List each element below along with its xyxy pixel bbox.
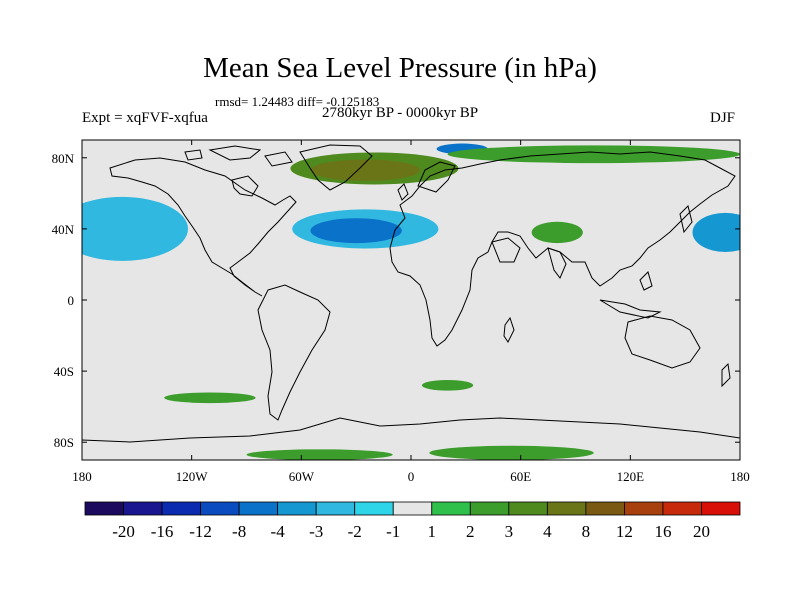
colorbar-swatch	[624, 501, 664, 516]
colorbar-swatch	[701, 501, 741, 516]
colorbar: -20 -16 -12 -8 -4 -3 -2 -1 1 2 3 4 8 12 16 20	[84, 501, 741, 541]
colorbar-label: 2	[466, 522, 475, 541]
southern-ocean-positive-2	[421, 380, 474, 391]
coast-new-zealand	[721, 362, 731, 388]
coast-british-isles	[397, 183, 409, 201]
coast-australia	[624, 315, 701, 369]
colorbar-label: 4	[543, 522, 552, 541]
colorbar-swatch	[546, 501, 587, 516]
x-tick-label: 120W	[176, 469, 209, 484]
colorbar-label: 12	[616, 522, 633, 541]
colorbar-label: -1	[386, 522, 400, 541]
central-asia-positive	[531, 221, 583, 244]
north-pacific-low-anomaly-edge	[82, 196, 188, 261]
colorbar-swatch	[84, 501, 124, 516]
colorbar-label: 16	[654, 522, 671, 541]
colorbar-swatch	[315, 501, 356, 516]
coast-india	[547, 247, 567, 279]
colorbar-label: -2	[348, 522, 362, 541]
coast-greenland	[299, 144, 373, 191]
coast-madagascar	[503, 316, 515, 343]
colorbar-swatch	[392, 501, 433, 516]
colorbar-swatch	[123, 501, 163, 516]
antarctic-positive-1	[246, 449, 393, 460]
colorbar-swatch	[200, 501, 240, 516]
colorbar-label: 1	[428, 522, 437, 541]
x-tick-label: 120E	[617, 469, 645, 484]
x-tick-label: 180	[72, 469, 92, 484]
coast-japan	[679, 205, 693, 234]
colorbar-swatch	[585, 501, 625, 516]
arctic-positive-band	[447, 145, 740, 164]
anomaly-fields	[82, 143, 740, 460]
coast-arabia	[491, 237, 521, 263]
arctic-high-anomaly	[310, 159, 421, 181]
colorbar-swatch	[161, 501, 201, 516]
colorbar-label: -20	[112, 522, 135, 541]
west-pacific-low-anomaly	[692, 212, 740, 252]
north-atlantic-low-anomaly	[310, 218, 402, 244]
colorbar-label: -16	[151, 522, 174, 541]
rmsd-diff-stats: rmsd= 1.24483 diff= -0.125183	[215, 94, 380, 109]
season-label: DJF	[710, 110, 736, 126]
y-tick-label: 0	[68, 293, 75, 308]
x-tick-label: 0	[408, 469, 415, 484]
x-tick-label: 60E	[510, 469, 531, 484]
colorbar-label: 20	[693, 522, 710, 541]
coast-indonesia	[599, 271, 662, 319]
coast-scandinavia	[417, 161, 456, 193]
x-tick-label: 180	[730, 469, 750, 484]
antarctic-positive-2	[429, 445, 594, 460]
colorbar-label: -12	[189, 522, 212, 541]
period-label: 2780kyr BP - 0000kyr BP	[322, 105, 479, 121]
southern-ocean-positive-1	[164, 392, 256, 404]
colorbar-swatch	[238, 501, 279, 516]
coast-eurasia-africa	[389, 151, 736, 347]
coast-south-america	[257, 284, 331, 421]
coast-north-america	[109, 157, 297, 297]
colorbar-swatch	[277, 501, 317, 516]
colorbar-label: -4	[271, 522, 286, 541]
map-title: Mean Sea Level Pressure (in hPa)	[203, 52, 597, 84]
colorbar-swatch	[354, 501, 394, 516]
map-plot-area	[82, 140, 740, 460]
colorbar-label: 8	[582, 522, 591, 541]
y-tick-label: 40S	[54, 364, 74, 379]
y-tick-label: 80S	[54, 435, 74, 450]
y-tick-label: 40N	[52, 222, 75, 237]
colorbar-swatch	[431, 501, 471, 516]
x-tick-label: 60W	[289, 469, 315, 484]
experiment-label: Expt = xqFVF-xqfua	[82, 110, 208, 126]
coast-arctic-islands	[184, 145, 293, 167]
colorbar-label: -8	[232, 522, 246, 541]
colorbar-swatch	[662, 501, 702, 516]
coastlines	[82, 144, 740, 443]
map-axes: 180 120W 60W 0 60E 120E 180 80N 40N 0 40S 80S	[52, 140, 750, 484]
coast-antarctica	[82, 417, 740, 443]
colorbar-swatch	[508, 501, 548, 516]
colorbar-label: 3	[505, 522, 514, 541]
y-tick-label: 80N	[52, 151, 75, 166]
colorbar-label: -3	[309, 522, 323, 541]
colorbar-swatch	[469, 501, 510, 516]
coast-hudson-bay	[231, 175, 259, 197]
